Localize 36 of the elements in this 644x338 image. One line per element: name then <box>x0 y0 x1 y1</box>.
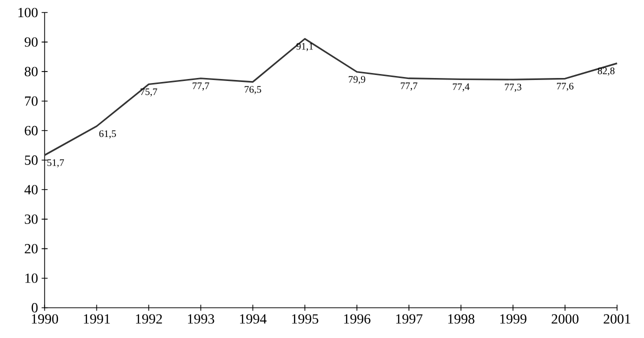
data-label: 77,3 <box>504 84 522 92</box>
y-tick-label: 20 <box>24 244 38 254</box>
data-label: 61,5 <box>99 130 116 138</box>
x-tick-label: 1993 <box>188 314 214 324</box>
y-tick-label: 90 <box>24 37 38 47</box>
y-tick-label: 60 <box>24 126 38 136</box>
y-tick-label: 30 <box>24 214 38 224</box>
y-tick-label: 10 <box>25 274 38 283</box>
data-label: 82,8 <box>598 67 615 76</box>
data-label: 77,4 <box>452 83 470 92</box>
x-tick-label: 1991 <box>84 314 110 324</box>
y-tick-label: 0 <box>32 303 38 312</box>
x-tick-label: 1994 <box>240 314 267 324</box>
data-label: 75,7 <box>140 88 158 97</box>
data-label: 77,7 <box>192 82 210 91</box>
x-tick-label: 1992 <box>136 314 162 324</box>
line-series <box>44 38 618 156</box>
x-tick-label: 1996 <box>344 314 370 324</box>
y-tick-label: 100 <box>18 8 38 18</box>
x-tick-label: 2001 <box>604 314 630 324</box>
y-tick-label: 70 <box>25 96 38 106</box>
y-tick-label: 50 <box>25 155 38 165</box>
data-label: 79,9 <box>348 76 366 84</box>
x-tick-label: 1997 <box>396 314 422 324</box>
x-tick-label: 1995 <box>292 314 318 324</box>
x-tick-label: 1999 <box>500 314 526 324</box>
y-tick-label: 40 <box>24 184 38 194</box>
y-tick-label: 80 <box>24 66 38 76</box>
x-tick-label: 1998 <box>448 314 474 324</box>
data-label: 76,5 <box>244 86 262 94</box>
x-tick-label: 2000 <box>552 314 578 324</box>
x-tick-label: 1990 <box>32 314 58 324</box>
data-label: 51,7 <box>47 159 64 168</box>
data-label: 77,6 <box>556 82 574 91</box>
data-label: 77,7 <box>400 82 418 91</box>
data-label: 91,1 <box>296 42 313 52</box>
